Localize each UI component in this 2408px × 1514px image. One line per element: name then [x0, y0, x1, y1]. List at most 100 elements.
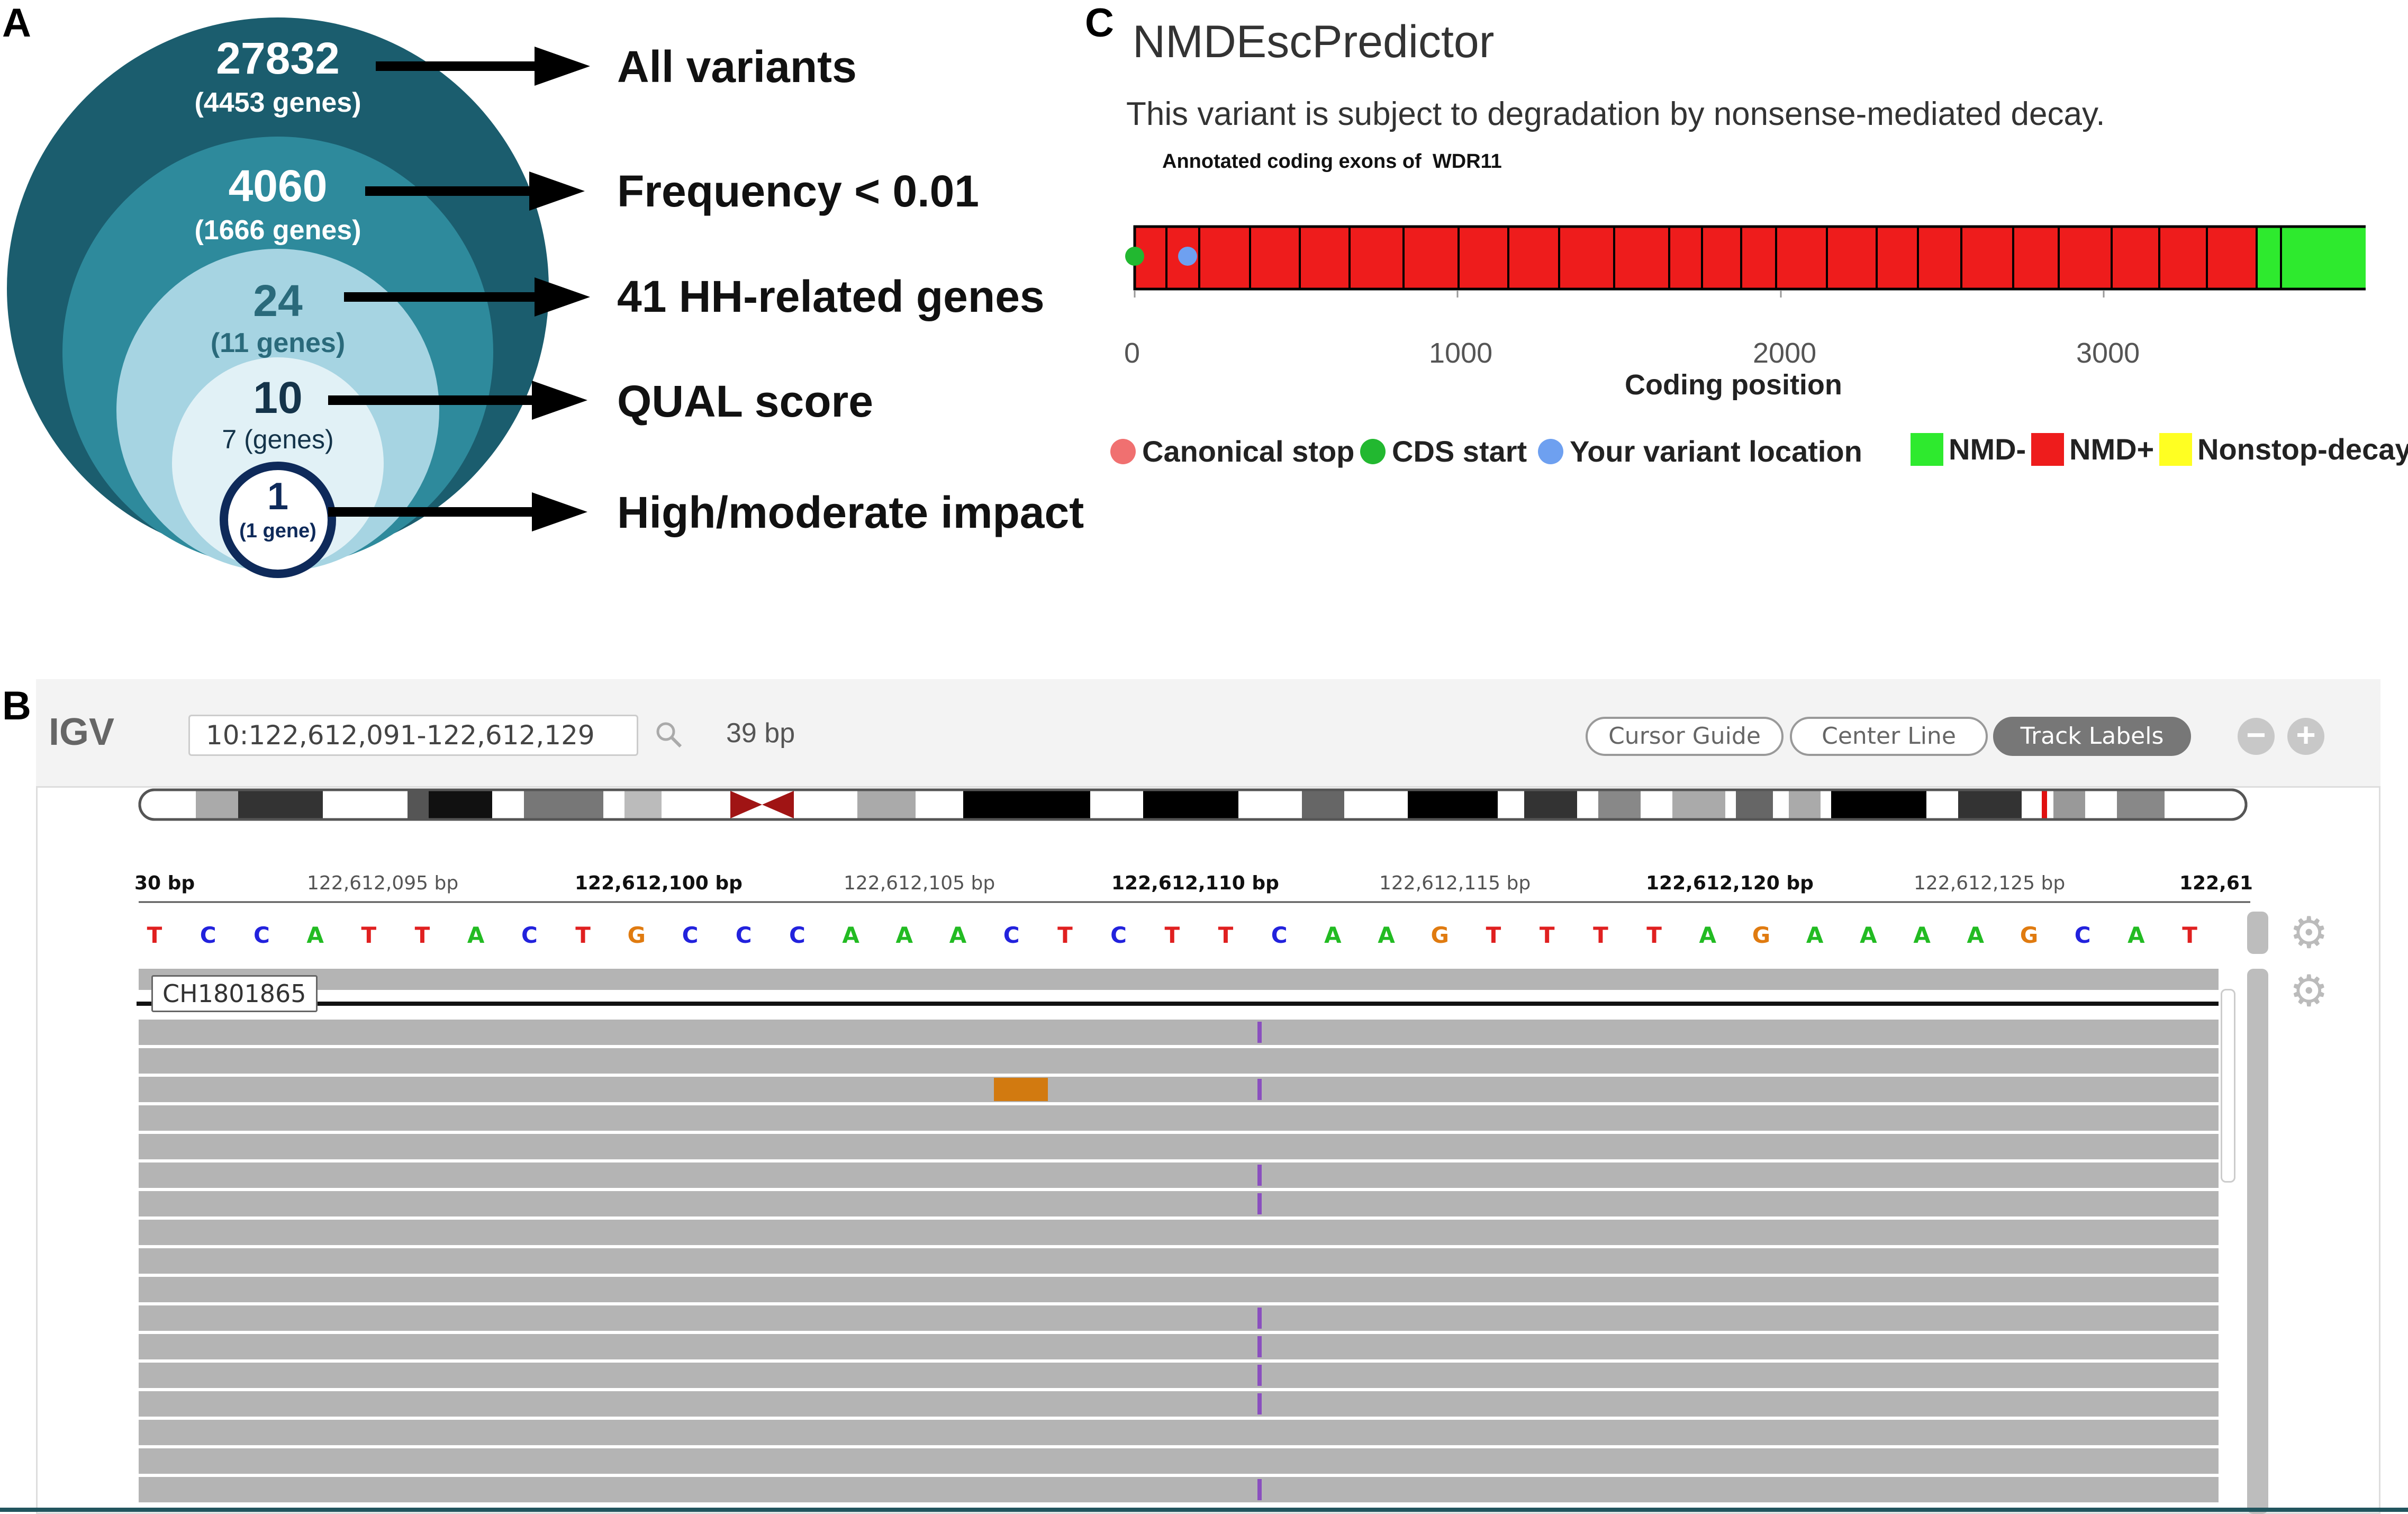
sequence-base: A: [306, 922, 324, 948]
bottom-border: [0, 1508, 2408, 1512]
funnel-genes-5: (1 gene): [239, 520, 316, 542]
sequence-base: C: [1110, 922, 1127, 948]
sequence-base: T: [575, 922, 591, 948]
read-row: [139, 1448, 2219, 1474]
insertion-marker: [1257, 1336, 1262, 1357]
sequence-base: C: [200, 922, 216, 948]
funnel-genes-1: (4453 genes): [194, 87, 361, 118]
nmd-exons-caption: Annotated coding exons of WDR11: [1162, 150, 1502, 173]
legend-nmd-minus-label: NMD-: [1949, 432, 2026, 466]
legend-nmd-minus: NMD-: [1911, 432, 2026, 466]
sequence-track-scrollbar[interactable]: [2247, 912, 2268, 954]
gear-icon[interactable]: ⚙: [2289, 909, 2329, 957]
track-labels-button[interactable]: Track Labels: [1993, 717, 2191, 756]
panel-c-letter: C: [1085, 1, 1114, 46]
funnel-label-impact: High/moderate impact: [617, 488, 1084, 537]
chromosome-ideogram[interactable]: [138, 787, 2249, 824]
read-row: [139, 1391, 2219, 1417]
panel-a-letter: A: [2, 1, 31, 46]
ruler-axis: [139, 901, 2250, 903]
legend-nmd-plus: NMD+: [2031, 432, 2154, 466]
nmd-message: This variant is subject to degradation b…: [1126, 96, 2105, 132]
x-tick-1000: 1000: [1429, 337, 1493, 369]
sequence-base: T: [1057, 922, 1073, 948]
x-tick-0: 0: [1124, 337, 1140, 369]
sequence-base: A: [1699, 922, 1717, 948]
alignment-track[interactable]: [137, 961, 2253, 1514]
canonical-stop-swatch: [1110, 438, 1136, 464]
sequence-base: A: [842, 922, 859, 948]
sequence-base: T: [1593, 922, 1608, 948]
legend-canonical-stop: Canonical stop: [1110, 434, 1354, 468]
nmd-plus-region: [1135, 227, 2257, 289]
ruler-tick-label: 122,612,125 bp: [1914, 872, 2066, 894]
alignment-track-scrollbar[interactable]: [2247, 969, 2268, 1514]
x-tick-3000: 3000: [2076, 337, 2140, 369]
sequence-base: T: [1646, 922, 1662, 948]
read-row: [139, 1334, 2219, 1359]
read-row: [139, 1220, 2219, 1245]
sequence-base: T: [1218, 922, 1234, 948]
sequence-base: C: [789, 922, 805, 948]
sequence-base: A: [1860, 922, 1877, 948]
insertion-marker: [1257, 1079, 1262, 1100]
read-row: [139, 1248, 2219, 1274]
gear-icon[interactable]: ⚙: [2289, 967, 2329, 1015]
sequence-base: T: [2182, 922, 2197, 948]
igv-logo: IGV: [49, 711, 115, 753]
alignment-scrollbar[interactable]: [2221, 989, 2235, 1183]
sequence-base: C: [682, 922, 699, 948]
sequence-base: A: [1913, 922, 1931, 948]
sequence-base: C: [253, 922, 270, 948]
ruler-tick-label: 30 bp: [134, 872, 195, 894]
ruler-tick-label: 122,612,120 bp: [1646, 872, 1814, 894]
funnel-genes-4: 7 (genes): [222, 425, 334, 454]
legend-variant-location-label: Your variant location: [1570, 435, 1862, 468]
funnel-count-2: 4060: [228, 161, 328, 211]
read-row: [139, 1105, 2219, 1131]
coverage-bar: [139, 969, 2219, 990]
nmd-minus-region: [2257, 227, 2366, 289]
funnel-genes-2: (1666 genes): [194, 215, 361, 246]
read-row: [139, 1363, 2219, 1388]
sequence-base: A: [949, 922, 967, 948]
insertion-marker: [1257, 1193, 1262, 1214]
center-line-button[interactable]: Center Line: [1790, 717, 1988, 756]
panel-b-letter: B: [2, 683, 31, 728]
legend-variant-location: Your variant location: [1538, 434, 1862, 468]
read-row: [139, 1134, 2219, 1159]
nmd-plus-swatch: [2031, 432, 2064, 466]
legend-nmd-plus-label: NMD+: [2069, 432, 2154, 466]
legend-cds-start-label: CDS start: [1392, 435, 1527, 468]
funnel-count-1: 27832: [216, 33, 340, 83]
sequence-base: G: [2020, 922, 2039, 948]
locus-width-label: 39 bp: [726, 718, 795, 749]
sequence-base: A: [1324, 922, 1342, 948]
insertion-marker: [1257, 1165, 1262, 1186]
x-axis-ticks: [1134, 290, 2105, 298]
x-axis-label: Coding position: [1625, 369, 1842, 401]
sequence-base: A: [1967, 922, 1985, 948]
read-row: [139, 1077, 2219, 1102]
sequence-base: G: [1752, 922, 1771, 948]
zoom-out-button[interactable]: −: [2238, 718, 2275, 755]
cursor-guide-button[interactable]: Cursor Guide: [1586, 717, 1784, 756]
insertion-marker: [1257, 1365, 1262, 1386]
read-row: [139, 1277, 2219, 1302]
variant-location-marker: [1178, 247, 1197, 266]
cds-start-marker: [1125, 247, 1144, 266]
sequence-base: A: [467, 922, 485, 948]
sequence-base: T: [1539, 922, 1555, 948]
sequence-base: T: [147, 922, 162, 948]
read-row: [139, 1048, 2219, 1074]
zoom-in-button[interactable]: +: [2287, 718, 2324, 755]
sequence-base: C: [2074, 922, 2091, 948]
search-icon[interactable]: [653, 719, 685, 751]
locus-search-input[interactable]: 10:122,612,091-122,612,129: [188, 715, 638, 756]
read-row: [139, 1020, 2219, 1045]
sequence-base: A: [895, 922, 913, 948]
nmd-minus-swatch: [1911, 432, 1943, 466]
sequence-base: C: [1003, 922, 1020, 948]
funnel-label-qual: QUAL score: [617, 376, 873, 426]
funnel-arrows: [328, 47, 590, 531]
